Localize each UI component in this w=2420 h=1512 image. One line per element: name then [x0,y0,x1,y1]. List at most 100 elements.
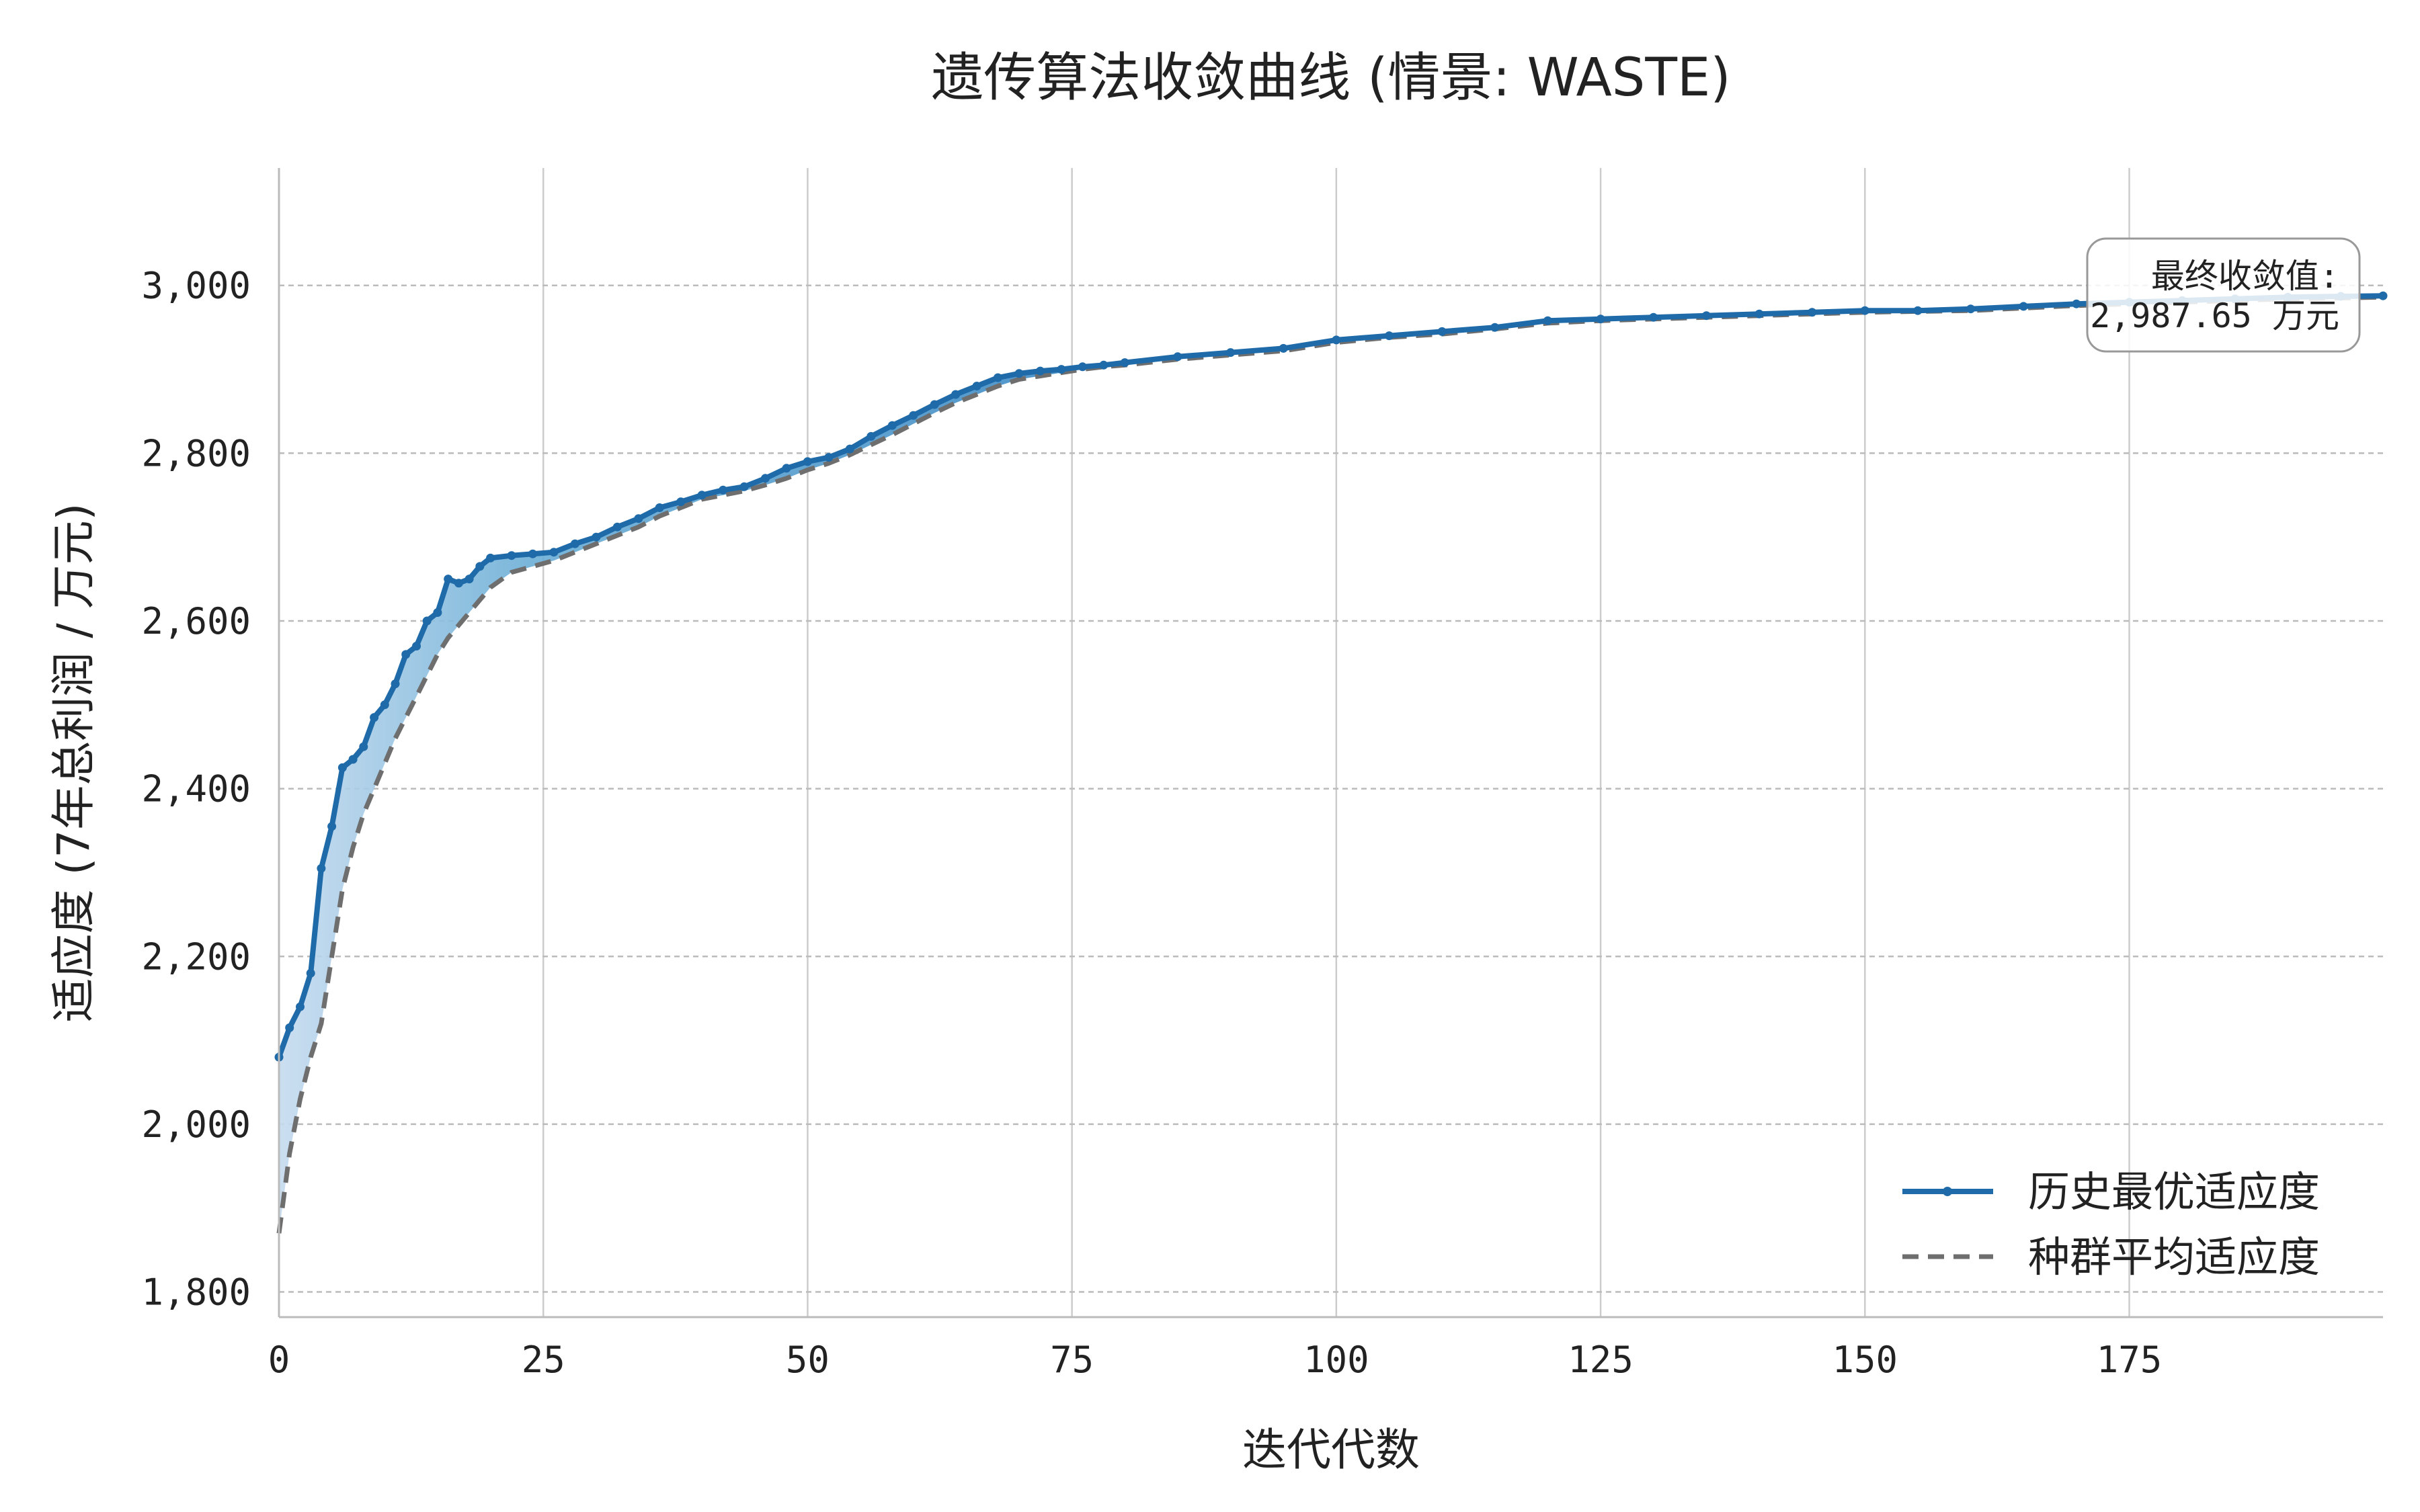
best-point-64 [1860,306,1869,315]
annotation-line-1: 最终收敛值: [2151,257,2339,296]
best-point-4 [317,864,326,873]
y-tick-label-1: 2,000 [141,1103,251,1146]
legend: 历史最优适应度 种群平均适应度 [1902,1167,2320,1282]
best-point-46 [1036,366,1045,376]
best-point-66 [1966,304,1976,314]
best-point-50 [1120,358,1129,368]
y-tick-label-4: 2,600 [141,600,251,642]
legend-item-best: 历史最优适应度 [1902,1167,2320,1216]
x-tick-label-3: 75 [1050,1339,1094,1381]
x-tick-label-0: 0 [268,1339,290,1381]
best-point-33 [761,474,770,483]
best-point-44 [994,373,1002,382]
best-point-2 [296,1002,305,1011]
best-point-12 [401,650,411,659]
tick-labels: 0 25 50 75 100 125 150 175 1,800 2,000 2,200 2,400 2… [141,265,2162,1381]
y-tick-label-2: 2,200 [141,935,251,978]
best-point-3 [306,968,315,978]
gap-fill [279,296,2383,1234]
best-point-17 [454,579,463,588]
best-point-49 [1099,360,1108,370]
best-point-10 [380,700,389,710]
final-value-annotation: 最终收敛值: 2,987.65 万元 [2086,237,2361,353]
best-point-31 [719,485,728,495]
best-point-53 [1279,343,1288,353]
best-point-59 [1596,314,1605,324]
best-point-32 [739,482,749,491]
y-tick-label-0: 1,800 [141,1271,251,1314]
best-point-14 [422,616,432,626]
best-point-25 [592,532,601,542]
x-tick-label-6: 150 [1832,1339,1898,1381]
x-tick-label-5: 125 [1568,1339,1634,1381]
best-point-63 [1808,308,1817,317]
x-tick-label-4: 100 [1303,1339,1369,1381]
grid-lines [278,168,2383,1317]
best-point-74 [2378,291,2388,300]
x-axis-label: 迭代代数 [1242,1424,1420,1476]
best-point-45 [1014,369,1024,378]
y-tick-label-6: 3,000 [141,265,251,307]
legend-label-average: 种群平均适应度 [2028,1232,2320,1282]
annotation-box [2086,237,2361,353]
best-point-43 [972,382,981,390]
best-point-65 [1913,306,1923,315]
best-point-24 [570,539,579,548]
y-tick-label-5: 2,800 [141,432,251,474]
best-point-15 [433,608,442,617]
x-tick-label-7: 175 [2097,1339,2163,1381]
best-point-18 [465,575,474,584]
best-point-6 [337,763,347,772]
best-point-36 [824,453,834,462]
series-line-best [276,293,2384,1058]
x-tick-label-1: 25 [522,1339,565,1381]
best-point-56 [1437,327,1447,336]
legend-item-average: 种群平均适应度 [1902,1232,2320,1282]
best-point-8 [359,742,368,751]
best-point-54 [1332,335,1341,345]
annotation-line-2: 2,987.65 万元 [2090,296,2339,335]
best-point-40 [909,411,918,420]
best-point-28 [655,503,664,512]
best-point-67 [2019,302,2028,311]
best-point-42 [951,390,961,399]
best-point-21 [507,551,516,560]
best-point-60 [1649,312,1658,322]
best-point-61 [1701,311,1711,321]
best-point-57 [1490,323,1500,332]
legend-label-best: 历史最优适应度 [2028,1167,2320,1216]
best-point-41 [930,400,939,409]
best-point-68 [2072,299,2081,308]
best-point-37 [845,444,854,454]
best-point-29 [676,497,686,507]
best-point-5 [327,822,337,831]
best-point-39 [887,421,897,430]
best-point-19 [475,562,485,571]
best-point-35 [803,457,812,466]
best-point-11 [391,679,400,689]
best-point-30 [697,491,707,500]
x-tick-label-2: 50 [786,1339,830,1381]
best-point-47 [1057,365,1066,374]
best-point-38 [866,431,876,441]
best-point-58 [1543,316,1552,325]
best-point-13 [412,642,421,650]
series-lines [274,291,2388,1234]
gap-fill-area [279,296,2383,1234]
best-point-7 [348,755,358,764]
best-point-26 [612,522,622,532]
axes [278,168,2383,1318]
best-point-9 [370,713,379,722]
best-point-34 [782,464,791,473]
best-point-16 [444,575,453,584]
best-point-55 [1385,331,1394,341]
best-point-1 [285,1023,294,1032]
best-point-27 [634,514,643,523]
best-point-52 [1226,348,1236,358]
best-point-22 [528,549,537,558]
series-line-average [276,294,2384,1234]
best-point-23 [549,548,559,557]
best-point-20 [486,553,495,562]
chart-title: 遗传算法收敛曲线 (情景: WASTE) [931,48,1730,108]
